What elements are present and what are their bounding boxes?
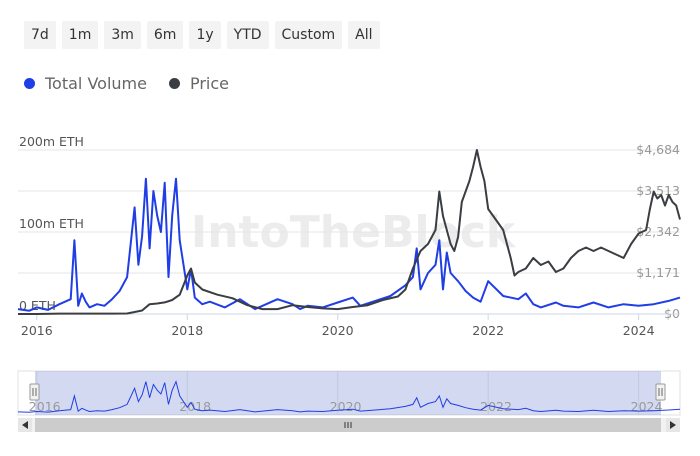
navigator-tick-label: 2018 xyxy=(179,399,211,414)
scrollbar-right-arrow-icon[interactable] xyxy=(666,418,680,432)
scrollbar-left-arrow-icon[interactable] xyxy=(18,418,32,432)
navigator-series-line xyxy=(17,380,681,413)
legend-label-price: Price xyxy=(189,74,229,93)
range-3m-button[interactable]: 3m xyxy=(104,21,141,49)
legend-item-price[interactable]: Price xyxy=(168,74,229,93)
x-axis-tick-label: 2024 xyxy=(623,323,655,338)
series-line-total-volume xyxy=(17,177,681,312)
left-axis-tick-label: 100m ETH xyxy=(19,216,84,231)
navigator-background xyxy=(17,370,681,416)
range-1y-button[interactable]: 1y xyxy=(189,21,221,49)
legend-item-total-volume[interactable]: Total Volume xyxy=(24,74,147,93)
x-axis-ticks: 2016 2018 2020 2022 2024 xyxy=(21,314,655,338)
right-axis-tick-label: $1,171 xyxy=(636,265,680,280)
navigator-handle-right[interactable] xyxy=(655,383,666,401)
navigator-handle-left[interactable] xyxy=(29,383,40,401)
range-all-button[interactable]: All xyxy=(348,21,380,49)
range-1m-button[interactable]: 1m xyxy=(61,21,99,49)
navigator-tick-label: 2024 xyxy=(631,399,663,414)
navigator-tick-label: 2022 xyxy=(480,399,512,414)
range-custom-button[interactable]: Custom xyxy=(274,21,343,49)
left-axis-tick-label: 200m ETH xyxy=(19,134,84,149)
chart-legend: Total Volume Price xyxy=(24,74,229,93)
navigator-selection[interactable] xyxy=(35,371,661,415)
x-axis-tick-label: 2020 xyxy=(322,323,354,338)
range-6m-button[interactable]: 6m xyxy=(146,21,184,49)
x-axis-tick-label: 2022 xyxy=(472,323,504,338)
series-line-price xyxy=(18,149,681,315)
x-axis-tick-label: 2018 xyxy=(171,323,203,338)
range-7d-button[interactable]: 7d xyxy=(24,21,56,49)
x-axis-tick-label: 2016 xyxy=(21,323,53,338)
right-axis-tick-label: $4,684 xyxy=(636,142,680,157)
legend-label-total-volume: Total Volume xyxy=(45,74,147,93)
legend-dot-volume-icon xyxy=(24,78,35,89)
legend-dot-price-icon xyxy=(168,78,180,89)
scrollbar-grip-icon xyxy=(344,422,352,428)
right-axis-tick-label: $3,513 xyxy=(636,183,680,198)
range-ytd-button[interactable]: YTD xyxy=(226,21,269,49)
navigator-tick-label: 2020 xyxy=(330,399,362,414)
time-range-selector: 7d 1m 3m 6m 1y YTD Custom All xyxy=(24,21,380,49)
navigator-tick-label: 2016 xyxy=(29,399,61,414)
